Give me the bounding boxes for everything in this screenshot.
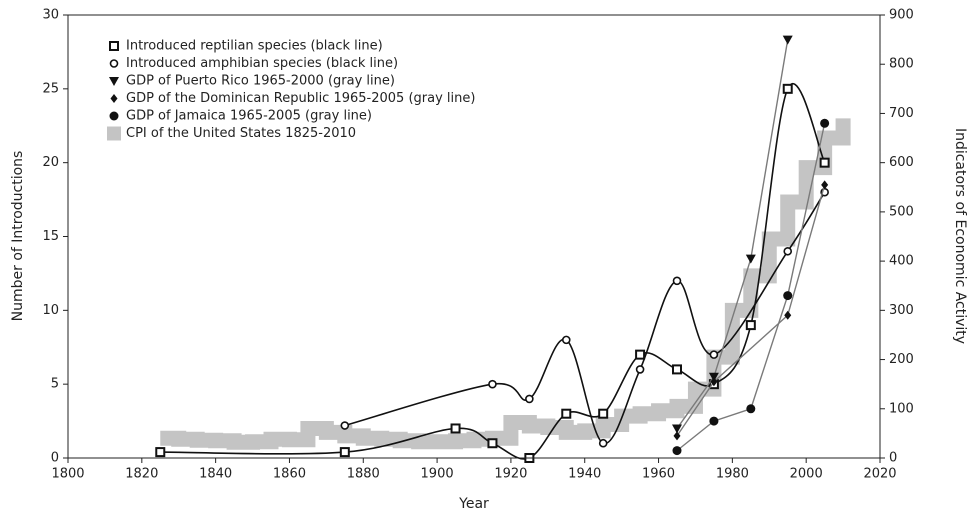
y2-axis-label: Indicators of Economic Activity — [952, 128, 968, 344]
marker — [109, 41, 119, 51]
marker — [783, 291, 793, 301]
x-tick-label: 2000 — [790, 467, 823, 482]
marker — [672, 446, 682, 456]
marker — [782, 83, 793, 94]
marker — [561, 408, 572, 419]
y2-tick-label: 300 — [889, 303, 914, 318]
legend-label: Introduced amphibian species (black line… — [126, 56, 398, 71]
marker — [487, 438, 498, 449]
x-tick-label: 1920 — [494, 467, 527, 482]
cpi-band — [160, 118, 851, 450]
marker — [598, 438, 608, 448]
y2-tick-label: 900 — [889, 8, 914, 23]
marker — [745, 254, 756, 264]
x-tick-label: 1860 — [273, 467, 306, 482]
x-tick-label: 1800 — [51, 467, 84, 482]
y-tick-label: 10 — [42, 303, 59, 318]
y2-tick-label: 400 — [889, 254, 914, 269]
marker — [110, 94, 118, 103]
x-tick-label: 1820 — [125, 467, 158, 482]
marker — [635, 365, 645, 374]
marker — [339, 447, 350, 458]
y2-tick-label: 800 — [889, 57, 914, 72]
legend-label: Introduced reptilian species (black line… — [126, 39, 383, 54]
marker — [109, 111, 119, 121]
y2-tick-label: 0 — [889, 451, 897, 466]
x-tick-label: 2020 — [863, 467, 896, 482]
legend-label: CPI of the United States 1825-2010 — [126, 126, 356, 141]
marker — [746, 404, 756, 414]
marker — [745, 320, 756, 331]
y-tick-label: 30 — [42, 8, 59, 23]
marker — [710, 377, 718, 387]
legend-label: GDP of the Dominican Republic 1965-2005 … — [126, 91, 475, 106]
marker — [525, 394, 534, 404]
marker — [819, 157, 830, 168]
y-tick-label: 20 — [42, 155, 59, 170]
marker — [561, 335, 571, 345]
y-tick-label: 25 — [42, 81, 59, 96]
y-tick-label: 5 — [51, 377, 59, 392]
series-line — [160, 83, 826, 460]
marker — [709, 416, 719, 426]
marker — [672, 364, 682, 375]
marker — [155, 447, 166, 458]
plot-area: 1800 1820 1840 1860 1880 1900 1920 1940 1960 1980… — [42, 8, 913, 482]
marker — [109, 77, 119, 86]
y2-tick-label: 200 — [889, 352, 914, 367]
y-axis-label: Number of Introductions — [10, 151, 26, 322]
y2-tick-label: 500 — [889, 204, 914, 219]
marker — [109, 59, 119, 68]
plot-frame — [67, 14, 881, 459]
y-tick-label: 15 — [42, 229, 59, 244]
marker — [340, 421, 350, 430]
legend-label: GDP of Puerto Rico 1965-2000 (gray line) — [126, 74, 395, 89]
marker — [709, 350, 719, 359]
marker — [782, 35, 793, 45]
marker — [598, 408, 609, 419]
marker — [107, 126, 121, 141]
x-tick-label: 1900 — [421, 467, 454, 482]
x-tick-label: 1960 — [642, 467, 675, 482]
marker — [672, 276, 682, 286]
x-tick-label: 1980 — [716, 467, 749, 482]
series-line — [344, 191, 826, 445]
marker — [635, 349, 646, 360]
x-tick-label: 1940 — [568, 467, 601, 482]
marker — [450, 423, 461, 434]
x-tick-label: 1880 — [347, 467, 380, 482]
legend-label: GDP of Jamaica 1965-2005 (gray line) — [126, 109, 372, 124]
marker — [821, 180, 829, 190]
marker — [783, 246, 793, 256]
marker — [673, 431, 681, 441]
y2-tick-label: 700 — [889, 106, 914, 121]
series-line — [676, 184, 826, 437]
legend: Introduced reptilian species (black line… — [107, 39, 475, 141]
marker — [784, 310, 792, 320]
marker — [672, 424, 682, 434]
marker — [820, 118, 830, 128]
series-line — [676, 39, 789, 429]
y-tick-label: 0 — [51, 451, 59, 466]
y2-tick-label: 100 — [889, 401, 914, 416]
y2-tick-label: 600 — [889, 155, 914, 170]
marker — [488, 379, 497, 389]
x-axis-label: Year — [458, 496, 489, 512]
x-tick-label: 1840 — [199, 467, 232, 482]
